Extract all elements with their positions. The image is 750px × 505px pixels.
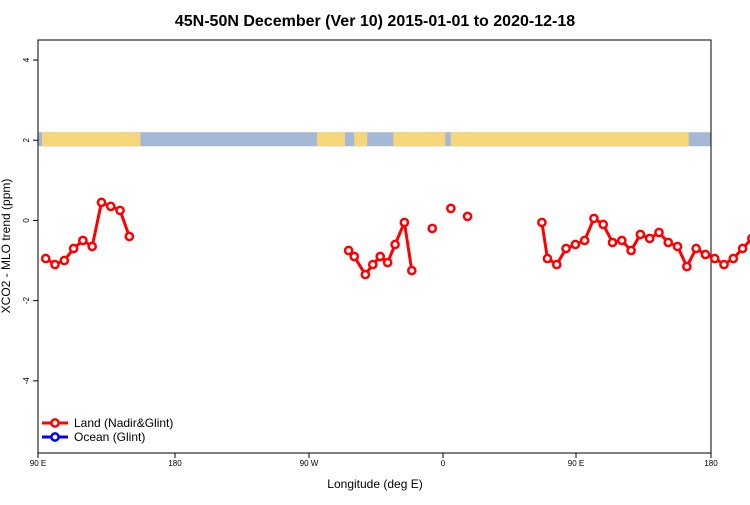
data-point (570, 239, 581, 250)
data-point (343, 245, 354, 256)
data-point (445, 203, 456, 214)
data-point (96, 197, 107, 208)
data-point (616, 235, 627, 246)
x-tick-label: 90 E (30, 459, 46, 468)
data-point (598, 219, 609, 230)
legend-ocean-marker (50, 432, 60, 442)
data-point (462, 211, 473, 222)
legend-land-marker (50, 418, 60, 428)
land-band-segment (42, 132, 141, 147)
x-axis-label: Longitude (deg E) (327, 477, 422, 491)
data-point (537, 217, 547, 228)
data-point (691, 243, 701, 254)
data-point (672, 241, 683, 252)
data-point (654, 227, 664, 238)
data-point (40, 253, 51, 264)
land-band-segment (354, 132, 368, 147)
data-point (700, 249, 711, 260)
y-tick-label: 4 (22, 57, 31, 62)
data-point (427, 223, 438, 234)
series-line (347, 220, 414, 277)
data-point (663, 237, 674, 248)
x-tick-label: 180 (168, 459, 182, 468)
data-point (561, 243, 571, 254)
x-axis-ticks: 90 E 180 90 W 0 90 E 180 (30, 453, 718, 468)
data-point (719, 259, 729, 270)
data-point (68, 243, 79, 254)
data-point (115, 205, 125, 216)
data-point (607, 237, 618, 248)
series-line (44, 200, 131, 267)
land-band-segment (393, 132, 446, 147)
series-layer (40, 197, 750, 280)
data-point (367, 259, 378, 270)
data-point (644, 233, 655, 244)
data-point (382, 257, 393, 268)
data-point (59, 255, 70, 266)
y-tick-label: -4 (22, 377, 31, 385)
data-point (709, 253, 720, 264)
legend: Land (Nadir&Glint) Ocean (Glint) (42, 416, 173, 444)
data-point (87, 241, 98, 252)
data-point (551, 259, 562, 270)
legend-ocean-label: Ocean (Glint) (74, 430, 145, 444)
data-point (105, 201, 116, 212)
data-point (737, 243, 748, 254)
land-band-segment (450, 132, 689, 147)
data-point (406, 265, 417, 276)
y-axis-label: XCO2 - MLO trend (ppm) (0, 179, 13, 314)
x-tick-label: 180 (704, 459, 718, 468)
data-point (399, 217, 410, 228)
data-point (375, 251, 386, 262)
data-point (124, 231, 135, 242)
data-point (579, 235, 590, 246)
data-point (360, 269, 371, 280)
x-tick-label: 0 (441, 459, 446, 468)
land-ocean-band (38, 132, 711, 147)
land-band-segment (317, 132, 345, 147)
y-tick-label: 2 (22, 137, 31, 142)
x-tick-label: 90 E (568, 459, 584, 468)
data-point (681, 261, 692, 272)
chart-title: 45N-50N December (Ver 10) 2015-01-01 to … (175, 13, 575, 30)
legend-land-label: Land (Nadir&Glint) (74, 416, 173, 430)
data-point (626, 245, 636, 256)
data-point (635, 229, 646, 240)
data-point (50, 259, 60, 270)
plot-frame (37, 39, 712, 454)
data-point (390, 239, 400, 250)
data-point (542, 253, 553, 264)
y-axis-ticks: 4 2 0 -2 -4 (22, 57, 38, 384)
data-point (349, 251, 360, 262)
y-tick-label: -2 (22, 297, 31, 305)
data-point (589, 213, 599, 224)
y-tick-label: 0 (22, 218, 31, 223)
data-point (728, 253, 739, 264)
data-point (78, 235, 88, 246)
x-tick-label: 90 W (300, 459, 319, 468)
